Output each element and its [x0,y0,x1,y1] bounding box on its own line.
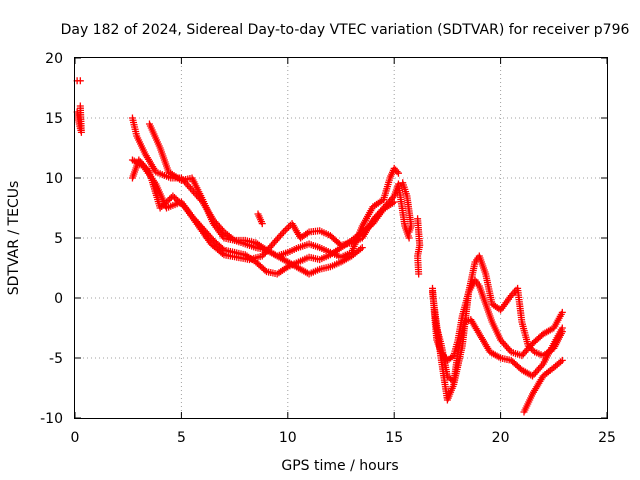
data-point [281,226,289,234]
data-point [76,77,84,85]
x-tick-label: 25 [598,430,616,446]
data-point [394,169,402,177]
x-tick-label: 20 [492,430,510,446]
data-point [159,201,167,209]
data-point [164,197,172,204]
x-tick-label: 5 [177,430,186,446]
data-point [261,266,269,274]
x-tick-label: 15 [385,430,403,446]
data-point [415,270,423,278]
plot-frame [74,57,608,419]
data-track [73,102,85,136]
data-point [510,288,518,296]
y-tick-label: 15 [45,111,63,127]
data-point [169,192,177,200]
y-tick-label: 5 [54,231,63,247]
data-point [166,195,174,203]
data-point [175,198,183,206]
data-point [393,168,401,176]
data-point [161,200,169,207]
chart-title: Day 182 of 2024, Sidereal Day-to-day VTE… [61,22,630,38]
grid-lines [75,58,607,418]
data-track [128,156,413,264]
data-point [526,344,534,351]
data-point [529,347,537,354]
data-track [399,179,415,236]
data-point [524,342,532,350]
data-point [447,375,455,383]
data-point [76,102,84,110]
data-point [358,244,366,252]
data-track [431,252,566,404]
data-point [405,234,413,242]
data-point [527,345,535,353]
data-point [258,220,266,228]
data-track [73,77,84,85]
y-tick-label: 0 [54,291,63,307]
data-point [172,195,180,203]
x-tick-label: 0 [71,430,80,446]
x-axis-label: GPS time / hours [281,458,398,474]
data-point [178,201,186,209]
data-point [177,200,185,207]
data-points [73,77,566,416]
data-track [429,276,566,364]
x-tick-label: 10 [279,430,297,446]
y-tick-label: 20 [45,51,63,67]
data-point [170,194,178,201]
data-track [254,210,266,228]
data-track [145,120,402,261]
data-point [558,356,566,364]
y-axis-label: SDTVAR / TECUs [6,181,22,296]
data-point [174,197,182,204]
data-track [414,215,424,278]
data-point [558,308,566,316]
data-point [158,203,166,210]
y-tick-label: -5 [49,351,63,367]
data-point [283,225,291,233]
data-point [405,228,413,236]
data-point [558,328,566,336]
data-point [218,249,226,257]
data-point [163,198,171,206]
data-track [520,356,566,416]
y-tick-label: -10 [40,411,63,427]
y-tick-label: 10 [45,171,63,187]
data-point [156,204,164,212]
